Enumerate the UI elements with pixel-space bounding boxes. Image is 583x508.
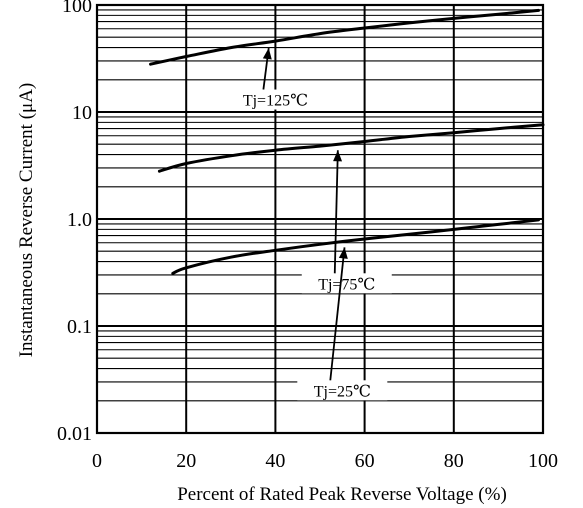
annotations: Tj=125℃ Tj=75℃ Tj=25℃ [230, 47, 392, 401]
curve-tj-75 [157, 123, 545, 173]
plot-frame [95, 3, 545, 435]
y-tick-label: 0.01 [57, 423, 92, 445]
y-tick-label: 100 [62, 0, 92, 17]
curve-tj-125 [149, 8, 540, 66]
y-tick-label: 0.1 [67, 316, 92, 338]
grid [97, 4, 543, 434]
series-label-3: Tj=25℃ [297, 380, 388, 401]
curves [149, 8, 545, 275]
annotation-arrowhead [338, 247, 348, 259]
x-tick-label: 0 [92, 450, 102, 472]
annotation-arrow-line [329, 247, 346, 381]
series-label-2: Tj=75℃ [301, 273, 392, 294]
curve-tj-25 [171, 218, 540, 275]
svg-text:Tj=75℃: Tj=75℃ [318, 276, 375, 293]
x-tick-label: 80 [444, 450, 464, 472]
annotation-arrowhead [262, 48, 272, 60]
x-tick-label: 100 [528, 450, 558, 472]
tick-labels: 0 20 40 60 80 100 0.01 0.1 1.0 10 100 [57, 0, 558, 472]
svg-text:Tj=125℃: Tj=125℃ [243, 93, 308, 110]
y-axis-label: Instantaneous Reverse Current (μA) [16, 83, 37, 358]
x-tick-label: 60 [355, 450, 375, 472]
series-label-1: Tj=125℃ [230, 89, 321, 110]
x-axis-label: Percent of Rated Peak Reverse Voltage (%… [177, 484, 507, 505]
svg-text:Tj=25℃: Tj=25℃ [314, 383, 371, 400]
x-tick-label: 40 [265, 450, 285, 472]
annotation-arrowhead [333, 150, 343, 162]
x-tick-label: 20 [176, 450, 196, 472]
annotation-arrow-line [333, 150, 339, 274]
y-tick-label: 10 [72, 102, 92, 124]
y-tick-label: 1.0 [67, 209, 92, 231]
